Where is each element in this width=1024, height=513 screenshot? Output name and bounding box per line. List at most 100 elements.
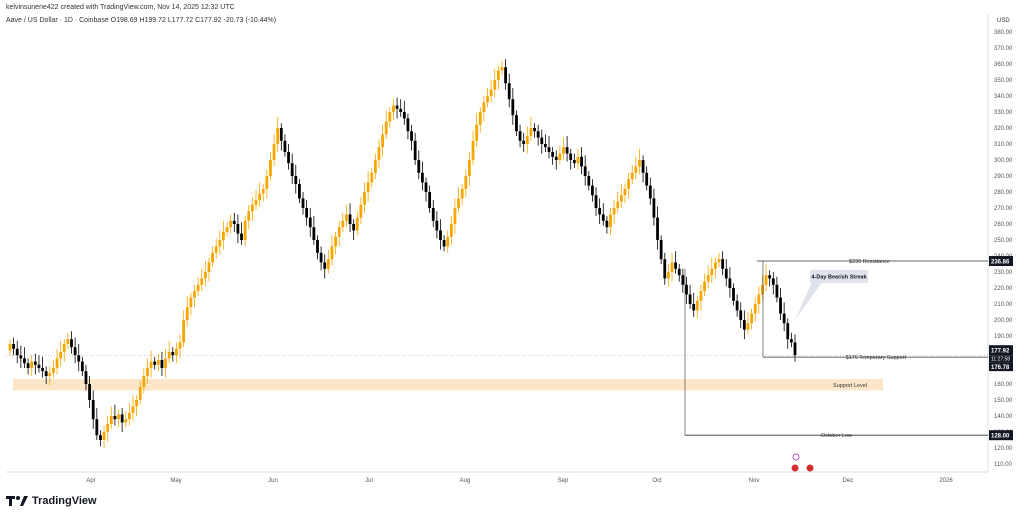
candle-body <box>294 176 298 184</box>
candle-body <box>417 160 421 173</box>
candle-body <box>23 358 26 364</box>
candle-body <box>384 121 388 135</box>
candle-body <box>182 320 186 343</box>
support-level-label: Support Level <box>833 383 867 389</box>
candle-body <box>431 208 435 221</box>
support-price-tag <box>989 362 1013 372</box>
candle-body <box>688 294 692 304</box>
candle-body <box>699 291 703 301</box>
candle-body <box>500 67 504 71</box>
candle-body <box>435 220 439 231</box>
candle-body <box>33 361 37 365</box>
candle-body <box>193 291 196 298</box>
y-tick-label: 190.00 <box>994 334 1013 340</box>
candle-body <box>742 320 746 330</box>
candle-body <box>457 198 460 208</box>
current-price-tag <box>989 345 1013 356</box>
candle-body <box>728 278 732 288</box>
candle-body <box>261 188 265 194</box>
y-tick-label: 320.00 <box>994 126 1013 132</box>
y-tick-label: 250.00 <box>994 238 1013 244</box>
candle-body <box>406 118 410 132</box>
candle-body <box>44 371 48 376</box>
candle-body <box>12 344 16 349</box>
candle-body <box>464 176 468 189</box>
candle-body <box>225 227 229 232</box>
candle-body <box>515 115 518 132</box>
candle-body <box>757 294 761 304</box>
candle-body <box>124 419 128 423</box>
x-tick-label: Nov <box>749 478 760 484</box>
candle-body <box>341 220 345 228</box>
candle-body <box>283 140 287 152</box>
candle-body <box>543 144 547 148</box>
candle-body <box>178 342 182 349</box>
candle-body <box>641 160 645 173</box>
candle-body <box>572 160 576 164</box>
temporary-support-label: $176 Temporary Support <box>846 355 907 361</box>
candle-body <box>739 310 743 320</box>
resistance-label: $236 Resistance <box>849 259 890 265</box>
candle-body <box>410 131 413 141</box>
price-chart[interactable]: USD110.00120.00130.00140.00150.00160.001… <box>0 0 1024 493</box>
candle-body <box>496 70 500 80</box>
candle-body <box>240 233 243 240</box>
candle-body <box>250 204 254 212</box>
candle-body <box>511 99 515 116</box>
candle-body <box>95 419 99 436</box>
candle-body <box>388 112 392 122</box>
bearish-streak-label: 4-Day Bearish Streak <box>811 275 867 281</box>
candle-body <box>102 432 106 440</box>
candle-body <box>15 348 19 356</box>
candle-body <box>370 172 374 183</box>
candle-body <box>475 124 479 141</box>
candle-body <box>507 83 511 100</box>
y-tick-label: 260.00 <box>994 222 1013 228</box>
y-tick-label: 160.00 <box>994 382 1013 388</box>
candle-body <box>254 200 258 205</box>
y-tick-label: 220.00 <box>994 286 1013 292</box>
y-tick-label: 310.00 <box>994 142 1013 148</box>
candle-body <box>156 360 160 365</box>
candle-body <box>99 435 102 440</box>
candle-body <box>229 220 233 228</box>
y-tick-label: 300.00 <box>994 158 1013 164</box>
candle-body <box>460 188 464 199</box>
x-tick-label: May <box>170 478 181 484</box>
callout-pointer <box>795 282 822 320</box>
x-tick-label: Apr <box>86 478 95 484</box>
candle-body <box>724 268 728 279</box>
countdown-value: 11:27:58 <box>991 357 1010 363</box>
us-flag-event-icon <box>806 464 814 472</box>
candle-body <box>395 105 399 109</box>
candle-body <box>779 297 782 314</box>
candle-body <box>569 153 573 160</box>
candle-body <box>594 195 598 208</box>
candle-body <box>670 262 674 272</box>
candle-body <box>638 160 641 167</box>
candle-body <box>258 193 262 200</box>
x-tick-label: 2026 <box>939 478 953 484</box>
october-low-price-tag <box>989 430 1013 441</box>
candle-body <box>355 217 359 231</box>
resistance-price-value: 236.86 <box>991 260 1010 266</box>
candle-body <box>127 412 131 420</box>
y-tick-label: 110.00 <box>994 462 1013 468</box>
candle-body <box>377 147 381 160</box>
candle-body <box>26 363 30 368</box>
candle-body <box>735 300 739 311</box>
candle-body <box>135 400 139 407</box>
candle-body <box>645 172 649 186</box>
candle-body <box>565 147 569 154</box>
current-price-value: 177.92 <box>991 349 1010 355</box>
candle-body <box>471 140 475 160</box>
candle-body <box>536 131 540 138</box>
candle-body <box>269 160 272 176</box>
candle-body <box>540 137 544 144</box>
symbol-legend: Aave / US Dollar · 1D · Coinbase O198.69… <box>6 17 277 24</box>
y-tick-label: 230.00 <box>994 270 1013 276</box>
candle-body <box>113 416 117 420</box>
tradingview-brand: TradingView <box>32 495 97 507</box>
candle-body <box>782 313 786 324</box>
candle-body <box>793 342 797 356</box>
